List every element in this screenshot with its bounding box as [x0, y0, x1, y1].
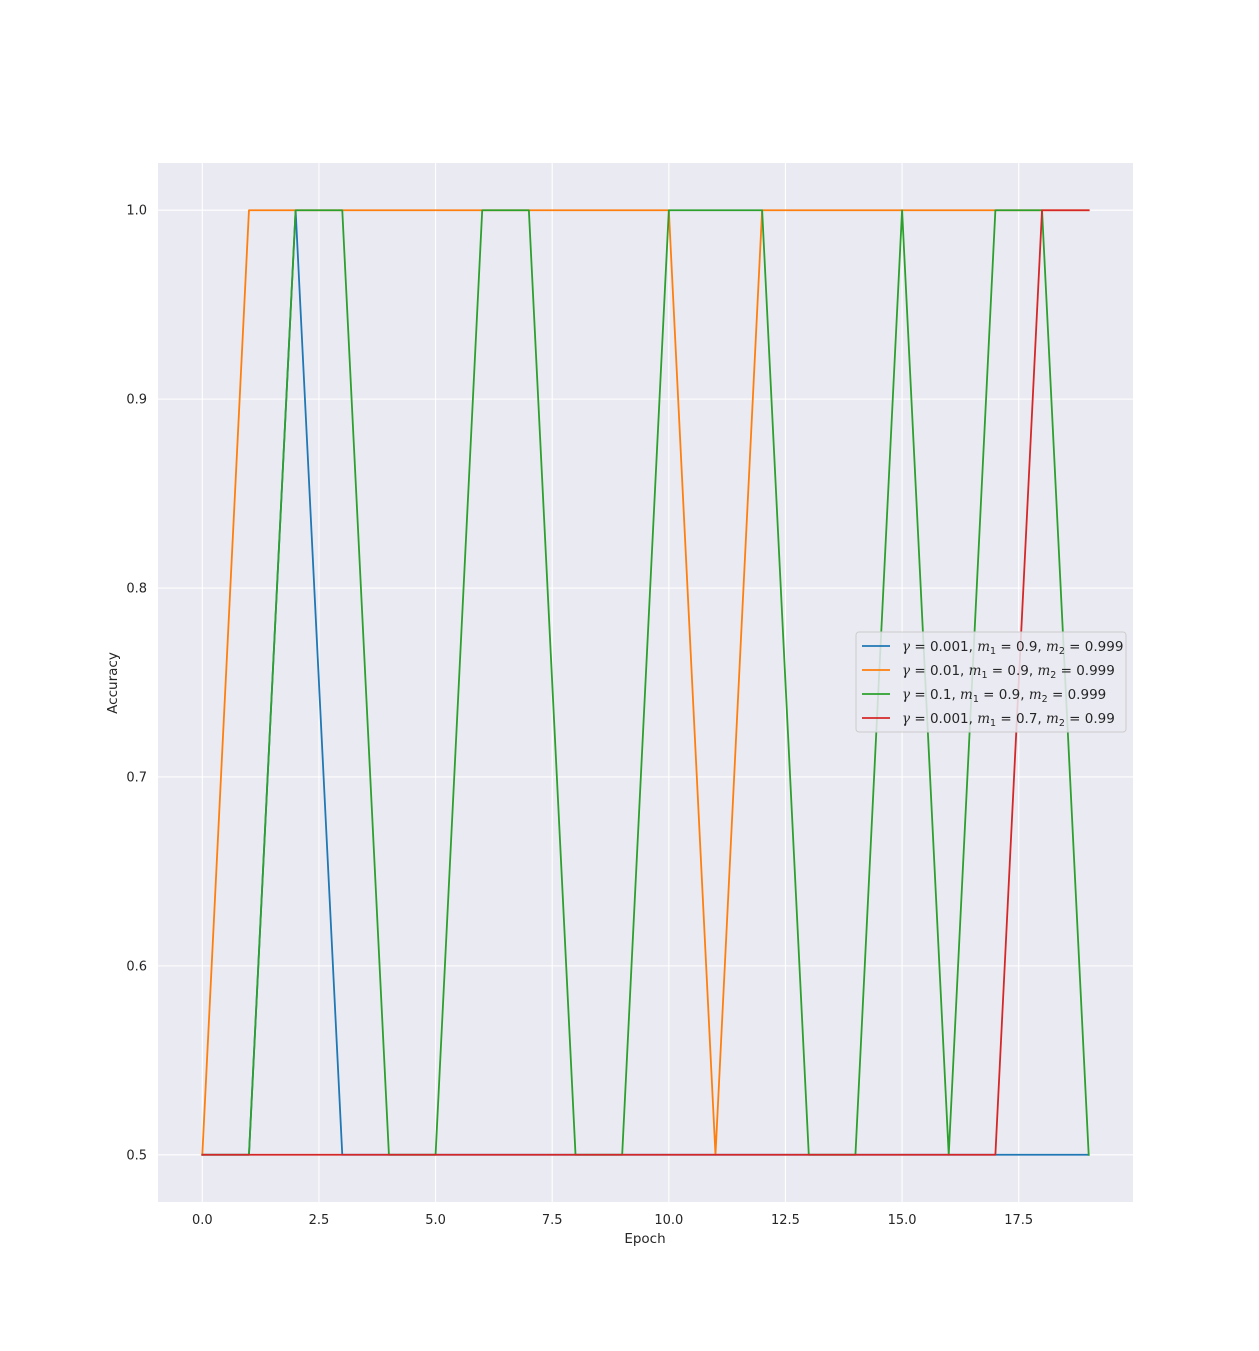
- series-line-2: [201, 209, 1090, 1156]
- legend-label: γ = 0.01, m1 = 0.9, m2 = 0.999: [902, 663, 1115, 681]
- x-axis-label: Epoch: [624, 1231, 665, 1247]
- legend-label: γ = 0.1, m1 = 0.9, m2 = 0.999: [902, 687, 1106, 705]
- legend: γ = 0.001, m1 = 0.9, m2 = 0.999 γ = 0.01,…: [855, 631, 1127, 733]
- y-tick-label: 0.8: [126, 582, 147, 597]
- y-axis-ticks: 0.5 0.6 0.7 0.8 0.9 1.0: [126, 204, 147, 1164]
- x-tick-label: 10.0: [654, 1213, 683, 1228]
- y-tick-label: 0.9: [126, 393, 147, 408]
- x-tick-label: 2.5: [309, 1213, 330, 1228]
- series-lines: [201, 209, 1090, 1156]
- y-tick-label: 0.7: [126, 770, 147, 785]
- legend-label: γ = 0.001, m1 = 0.9, m2 = 0.999: [902, 639, 1123, 657]
- legend-label: γ = 0.001, m1 = 0.7, m2 = 0.99: [902, 711, 1115, 729]
- x-tick-label: 17.5: [1004, 1213, 1033, 1228]
- y-axis-label: Accuracy: [105, 652, 121, 714]
- series-line-1: [201, 209, 1090, 1156]
- y-tick-label: 0.5: [126, 1148, 147, 1163]
- x-tick-label: 12.5: [771, 1213, 800, 1228]
- x-tick-label: 15.0: [888, 1213, 917, 1228]
- x-axis-ticks: 0.0 2.5 5.0 7.5 10.0 12.5 15.0 17.5: [192, 1213, 1033, 1228]
- x-tick-label: 0.0: [192, 1213, 213, 1228]
- x-tick-label: 5.0: [425, 1213, 446, 1228]
- x-tick-label: 7.5: [542, 1213, 563, 1228]
- y-tick-label: 0.6: [126, 959, 147, 974]
- y-tick-label: 1.0: [126, 204, 147, 219]
- legend-frame: [855, 631, 1127, 733]
- series-line-3: [201, 209, 1090, 1156]
